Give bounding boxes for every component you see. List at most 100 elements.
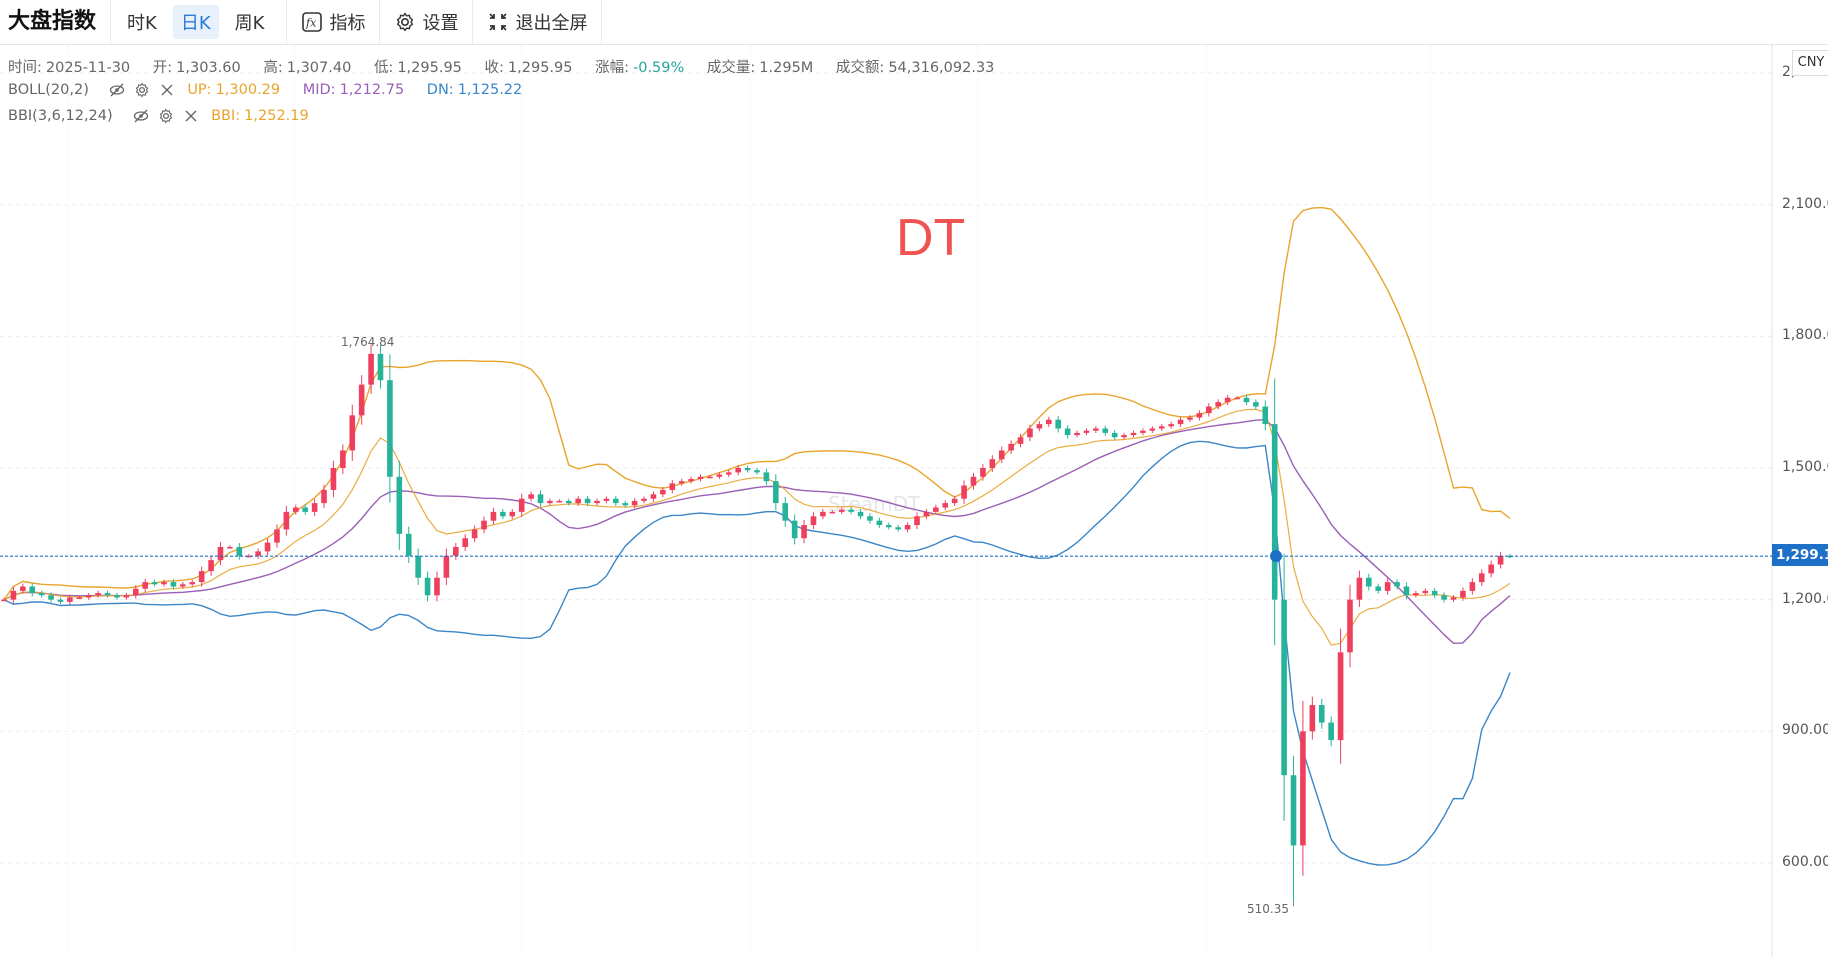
candle	[1111, 430, 1118, 441]
candle-body	[387, 380, 393, 477]
y-tick-label: 600.00	[1782, 854, 1828, 870]
candle	[867, 513, 873, 524]
candle-body	[311, 503, 318, 512]
candle	[1450, 595, 1457, 602]
candle-body	[1187, 417, 1193, 420]
candle-body	[1450, 597, 1457, 600]
candle-body	[424, 577, 431, 596]
candle	[1328, 716, 1334, 747]
candle-body	[1281, 599, 1287, 776]
candle	[208, 555, 214, 576]
candle-body	[725, 472, 732, 475]
candle-body	[227, 547, 233, 549]
candle	[951, 495, 958, 506]
candle-body	[961, 485, 967, 499]
candle-body	[481, 520, 487, 530]
high-label: 高:	[263, 60, 283, 76]
candle-body	[613, 498, 619, 504]
candle-body	[38, 593, 45, 596]
candle	[29, 583, 36, 597]
candle	[500, 509, 506, 520]
candle	[838, 507, 845, 515]
candle-body	[1140, 430, 1146, 433]
eye-off-icon[interactable]	[109, 82, 125, 98]
candle-body	[678, 481, 685, 484]
y-tick-label: 2,100.00	[1782, 195, 1828, 212]
time-label: 时间:	[8, 60, 42, 76]
candle	[697, 474, 704, 482]
candle-body	[848, 509, 854, 512]
candle	[1130, 430, 1137, 438]
tab-hourly-k[interactable]: 时K	[127, 13, 157, 34]
candle	[189, 579, 196, 587]
candle-body	[518, 498, 525, 512]
kline-chart[interactable]: SteamDT	[0, 45, 1828, 957]
candle-body	[763, 472, 770, 482]
candle	[885, 522, 892, 530]
candle-body	[867, 516, 873, 521]
candle	[763, 468, 770, 486]
candle	[462, 534, 469, 551]
candle	[725, 470, 732, 477]
candle	[1441, 592, 1447, 603]
candle	[1, 597, 7, 602]
candle-body	[650, 494, 657, 499]
candle-body	[838, 509, 845, 512]
candle	[1375, 583, 1382, 594]
close-icon[interactable]	[159, 82, 175, 98]
volume-value: 1.295M	[759, 60, 814, 76]
candle	[434, 571, 440, 602]
candle	[1027, 424, 1033, 442]
settings-button[interactable]: 设置	[380, 0, 474, 44]
candle-body	[791, 520, 798, 539]
candle	[67, 594, 73, 605]
candle	[603, 496, 610, 504]
time-value: 2025-11-30	[45, 60, 131, 76]
gear-icon[interactable]	[158, 108, 174, 124]
close-icon[interactable]	[183, 108, 199, 124]
candle	[57, 597, 64, 605]
candle-body	[716, 474, 723, 477]
y-tick-label: 900.00	[1782, 722, 1828, 739]
candle-body	[1460, 590, 1466, 598]
gear-icon[interactable]	[134, 82, 150, 98]
candle-body	[904, 525, 911, 530]
bbi-line	[3, 408, 1511, 646]
candle	[801, 520, 807, 544]
candle-body	[453, 547, 459, 556]
svg-text:fx: fx	[305, 17, 317, 30]
candle	[38, 590, 45, 598]
candle	[1102, 425, 1109, 436]
candle	[782, 496, 789, 527]
candle-body	[810, 516, 817, 526]
candle	[594, 498, 600, 506]
candle-body	[1130, 432, 1137, 436]
candle-body	[895, 527, 901, 530]
candle	[217, 541, 224, 566]
candle-body	[29, 586, 36, 594]
candle-body	[575, 498, 581, 504]
boll-up-line	[3, 206, 1511, 601]
candle-body	[1262, 406, 1269, 425]
candle	[688, 476, 694, 484]
eye-off-icon[interactable]	[133, 108, 149, 124]
candle	[415, 548, 421, 585]
candle	[622, 500, 629, 508]
candle-body	[989, 459, 996, 468]
candle-body	[754, 470, 760, 473]
candle	[95, 590, 101, 598]
candle	[895, 524, 901, 532]
candle	[575, 495, 581, 506]
candle-body	[1121, 435, 1127, 438]
candle-body	[951, 498, 958, 504]
candle	[1140, 428, 1146, 436]
exit-fullscreen-button[interactable]: 退出全屏	[473, 0, 603, 44]
candle	[349, 404, 356, 461]
indicator-button[interactable]: fx 指标	[287, 0, 381, 44]
current-price-tag: 1,299.11	[1772, 544, 1828, 566]
candle-body	[377, 353, 384, 381]
candle	[631, 498, 638, 509]
tab-weekly-k[interactable]: 周K	[234, 13, 265, 34]
tab-daily-k[interactable]: 日K	[172, 5, 219, 39]
candle-body	[622, 503, 629, 506]
